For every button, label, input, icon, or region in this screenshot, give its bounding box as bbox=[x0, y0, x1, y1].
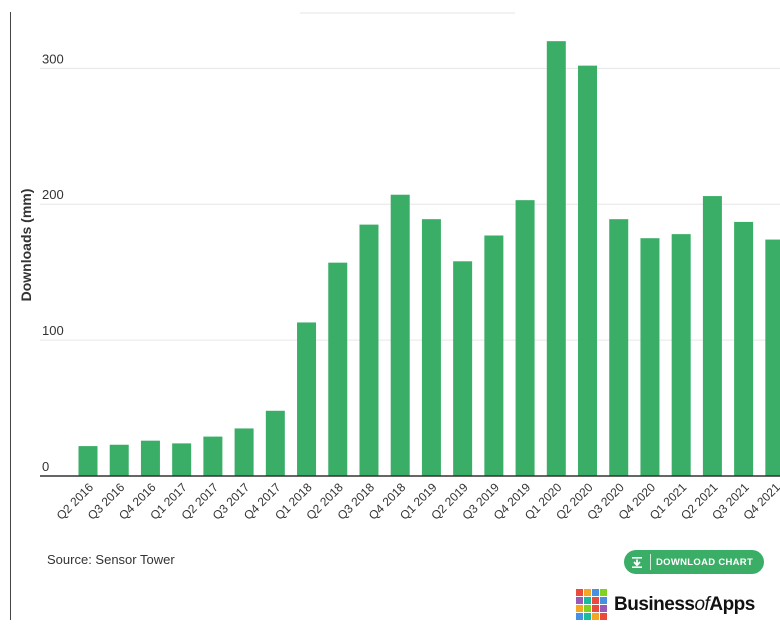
logo-square bbox=[592, 589, 599, 596]
top-divider bbox=[300, 12, 515, 14]
logo-square bbox=[584, 605, 591, 612]
businessofapps-logo: BusinessofApps bbox=[576, 589, 755, 620]
bar bbox=[609, 219, 629, 476]
bar bbox=[78, 446, 98, 476]
bar bbox=[172, 443, 192, 476]
logo-square bbox=[584, 613, 591, 620]
bar bbox=[702, 196, 722, 477]
logo-square bbox=[576, 597, 583, 604]
logo-wordmark: BusinessofApps bbox=[614, 593, 755, 615]
gridlines bbox=[40, 67, 780, 341]
logo-square bbox=[600, 589, 607, 596]
bar bbox=[297, 322, 317, 476]
left-border bbox=[10, 12, 11, 620]
logo-square bbox=[576, 605, 583, 612]
logo-square bbox=[592, 597, 599, 604]
logo-square bbox=[584, 597, 591, 604]
bar bbox=[546, 41, 566, 476]
bar bbox=[421, 219, 441, 476]
bar bbox=[484, 235, 504, 476]
bars bbox=[78, 41, 780, 477]
bar bbox=[578, 65, 598, 477]
logo-square bbox=[600, 605, 607, 612]
y-axis-ticks: 0 100 200 300 bbox=[42, 51, 64, 474]
bar bbox=[734, 221, 754, 476]
y-tick-label: 100 bbox=[42, 323, 64, 338]
download-chart-label: DOWNLOAD CHART bbox=[656, 556, 754, 568]
logo-mark bbox=[576, 589, 607, 620]
y-tick-label: 0 bbox=[42, 459, 49, 474]
bar bbox=[234, 428, 254, 476]
y-tick-label: 200 bbox=[42, 187, 64, 202]
logo-square bbox=[584, 589, 591, 596]
bar bbox=[671, 234, 691, 476]
bar bbox=[359, 224, 379, 476]
download-separator bbox=[650, 554, 651, 570]
download-chart-button[interactable]: DOWNLOAD CHART bbox=[624, 550, 764, 574]
logo-square bbox=[600, 613, 607, 620]
bar bbox=[515, 200, 535, 477]
logo-square bbox=[592, 613, 599, 620]
bar bbox=[453, 261, 473, 476]
logo-square bbox=[600, 597, 607, 604]
bar bbox=[109, 444, 129, 476]
bar bbox=[140, 440, 160, 476]
download-icon bbox=[624, 550, 650, 574]
bar bbox=[328, 262, 348, 476]
bar bbox=[265, 410, 285, 476]
source-note: Source: Sensor Tower bbox=[47, 552, 175, 567]
logo-square bbox=[592, 605, 599, 612]
y-axis-label: Downloads (mm) bbox=[18, 189, 34, 302]
y-tick-label: 300 bbox=[42, 51, 64, 66]
logo-square bbox=[576, 613, 583, 620]
bar bbox=[390, 194, 410, 477]
bar bbox=[640, 238, 660, 476]
bar bbox=[765, 239, 780, 476]
logo-square bbox=[576, 589, 583, 596]
bar bbox=[203, 436, 223, 476]
